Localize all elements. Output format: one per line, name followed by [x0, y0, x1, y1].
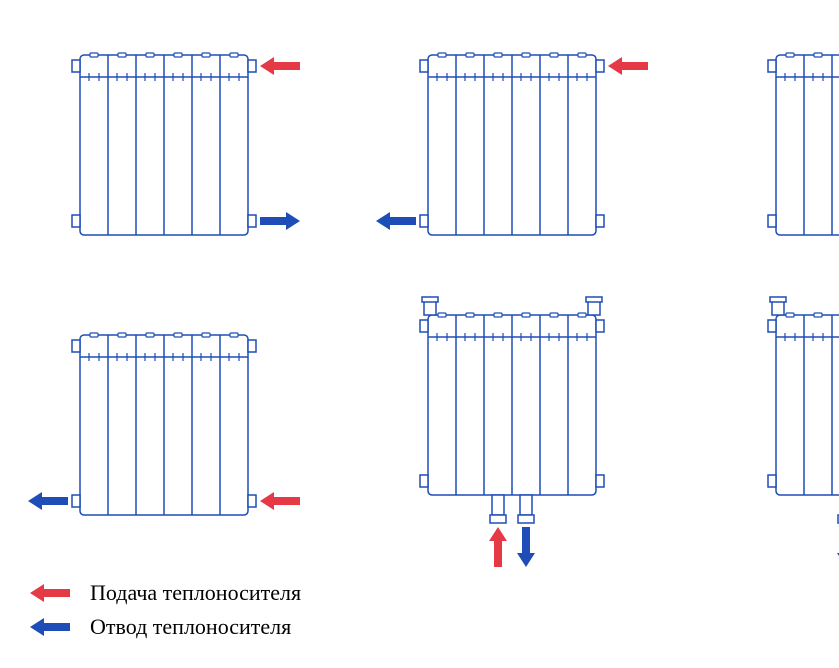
legend-row-return: Отвод теплоносителя [20, 614, 820, 640]
radiator-cfg4 [20, 300, 308, 550]
radiator-svg [368, 0, 656, 295]
legend-return-label: Отвод теплоносителя [90, 614, 291, 640]
radiator-svg [368, 255, 656, 595]
radiator-svg [716, 0, 839, 295]
radiator-cfg3 [716, 20, 839, 270]
radiator-svg [716, 255, 839, 595]
radiator-cfg1 [20, 20, 308, 270]
radiator-svg [20, 0, 308, 295]
legend-supply-label: Подача теплоносителя [90, 580, 301, 606]
radiator-grid [20, 20, 820, 550]
radiator-cfg2 [368, 20, 656, 270]
arrow-icon [25, 616, 75, 638]
radiator-cfg5 [368, 300, 656, 550]
radiator-svg [20, 275, 308, 575]
legend-return-arrow [20, 616, 80, 638]
arrow-icon [25, 582, 75, 604]
legend-supply-arrow [20, 582, 80, 604]
diagram-container: Подача теплоносителя Отвод теплоносителя [20, 20, 820, 640]
radiator-cfg6 [716, 300, 839, 550]
